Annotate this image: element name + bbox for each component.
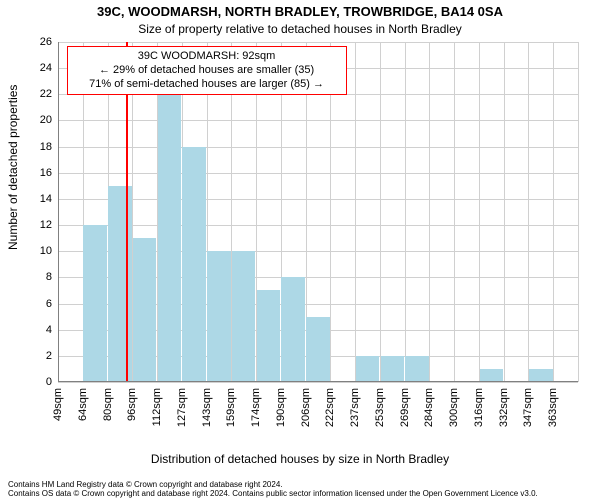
x-tick-label: 237sqm [355,349,367,388]
x-tick-label: 80sqm [108,355,120,388]
y-tick-label: 10 [40,245,52,257]
x-tick-label: 222sqm [330,349,342,388]
x-tick-label: 284sqm [429,349,441,388]
x-tick-label: 49sqm [58,355,70,388]
attribution-line2: Contains OS data © Crown copyright and d… [8,489,592,498]
histogram-bar [158,94,182,382]
gridline-v [405,42,406,382]
x-tick-label: 174sqm [256,349,268,388]
gridline-v [578,42,579,382]
gridline-v [479,42,480,382]
y-tick-label: 16 [40,167,52,179]
x-tick-label: 332sqm [504,349,516,388]
y-tick-label: 18 [40,141,52,153]
y-tick-label: 2 [46,350,52,362]
y-tick-label: 22 [40,88,52,100]
x-tick-label: 190sqm [281,349,293,388]
gridline-v [528,42,529,382]
x-tick-label: 253sqm [380,349,392,388]
x-tick-label: 300sqm [454,349,466,388]
histogram-bar [182,147,206,382]
y-axis-label: Number of detached properties [6,85,20,250]
axis-left [58,42,59,382]
gridline-v [429,42,430,382]
y-tick-label: 8 [46,271,52,283]
x-tick-label: 206sqm [306,349,318,388]
gridline-h [58,120,578,121]
x-axis-label: Distribution of detached houses by size … [0,452,600,466]
y-tick-label: 24 [40,62,52,74]
x-tick-label: 64sqm [83,355,95,388]
y-tick-label: 4 [46,324,52,336]
gridline-h [58,147,578,148]
x-tick-label: 269sqm [405,349,417,388]
gridline-v [553,42,554,382]
annotation-box: 39C WOODMARSH: 92sqm ← 29% of detached h… [67,46,347,95]
attribution: Contains HM Land Registry data © Crown c… [8,480,592,498]
gridline-h [58,42,578,43]
annotation-line1: 39C WOODMARSH: 92sqm [74,50,340,64]
y-tick-label: 14 [40,193,52,205]
chart-title-main: 39C, WOODMARSH, NORTH BRADLEY, TROWBRIDG… [0,4,600,19]
x-tick-label: 347sqm [528,349,540,388]
x-tick-label: 363sqm [553,349,565,388]
x-tick-label: 159sqm [231,349,243,388]
x-tick-label: 96sqm [132,355,144,388]
chart-title-sub: Size of property relative to detached ho… [0,22,600,36]
y-tick-label: 12 [40,219,52,231]
gridline-v [380,42,381,382]
axis-bottom [58,381,578,382]
gridline-h [58,225,578,226]
histogram-bar [108,186,132,382]
x-tick-label: 112sqm [157,350,169,388]
annotation-line3: 71% of semi-detached houses are larger (… [74,78,340,92]
y-tick-label: 6 [46,298,52,310]
gridline-h [58,199,578,200]
x-tick-label: 143sqm [207,349,219,388]
gridline-v [504,42,505,382]
x-tick-label: 316sqm [479,349,491,388]
plot-area: 39C WOODMARSH: 92sqm ← 29% of detached h… [58,42,578,382]
attribution-line1: Contains HM Land Registry data © Crown c… [8,480,592,489]
y-tick-label: 20 [40,114,52,126]
annotation-line2: ← 29% of detached houses are smaller (35… [74,64,340,78]
gridline-v [454,42,455,382]
x-tick-label: 127sqm [182,349,194,388]
y-tick-label: 26 [40,36,52,48]
gridline-v [355,42,356,382]
gridline-h [58,173,578,174]
y-tick-label: 0 [46,376,52,388]
